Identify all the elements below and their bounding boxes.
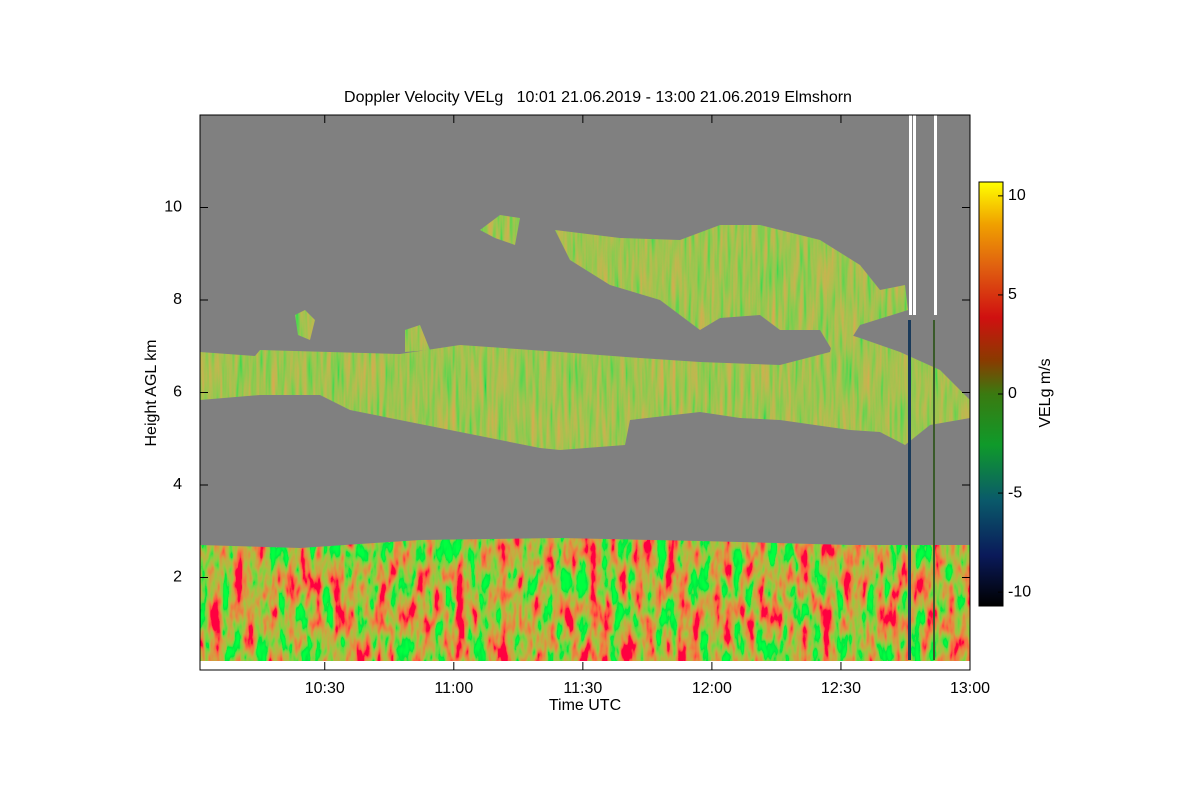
cloud-patch bbox=[480, 215, 520, 245]
noise-column bbox=[933, 320, 935, 660]
y-tick-label: 6 bbox=[173, 384, 182, 401]
colorbar-tick-label: -5 bbox=[1008, 484, 1022, 501]
cloud-patch bbox=[295, 310, 315, 340]
no-data bbox=[200, 661, 970, 670]
colorbar-tick-label: 0 bbox=[1008, 385, 1017, 402]
x-axis-label: Time UTC bbox=[549, 697, 621, 714]
colorbar-label: VELg m/s bbox=[1037, 358, 1054, 427]
no-data bbox=[909, 115, 912, 315]
x-tick-label: 11:30 bbox=[563, 680, 602, 697]
no-data bbox=[913, 115, 916, 315]
colorbar-tick-label: -10 bbox=[1008, 583, 1031, 600]
noise-column bbox=[908, 320, 911, 660]
colorbar-tick-label: 5 bbox=[1008, 286, 1017, 303]
x-tick-label: 11:00 bbox=[434, 680, 473, 697]
y-tick-label: 8 bbox=[173, 291, 182, 308]
cloud-layer bbox=[555, 225, 908, 360]
chart-title: Doppler Velocity VELg 10:01 21.06.2019 -… bbox=[344, 89, 852, 106]
x-tick-label: 13:00 bbox=[950, 680, 990, 697]
cloud-layer bbox=[200, 330, 970, 450]
y-tick-label: 10 bbox=[164, 199, 182, 216]
x-tick-label: 10:30 bbox=[305, 680, 345, 697]
heatmap bbox=[200, 115, 970, 670]
boundary-layer bbox=[200, 538, 970, 661]
cloud-patch bbox=[405, 325, 430, 352]
y-tick-label: 2 bbox=[173, 569, 182, 586]
x-tick-label: 12:00 bbox=[692, 680, 732, 697]
y-axis-label: Height AGL km bbox=[143, 339, 160, 446]
colorbar-tick-label: 10 bbox=[1008, 187, 1026, 204]
x-tick-label: 12:30 bbox=[821, 680, 861, 697]
no-data bbox=[934, 115, 937, 315]
y-tick-label: 4 bbox=[173, 476, 182, 493]
